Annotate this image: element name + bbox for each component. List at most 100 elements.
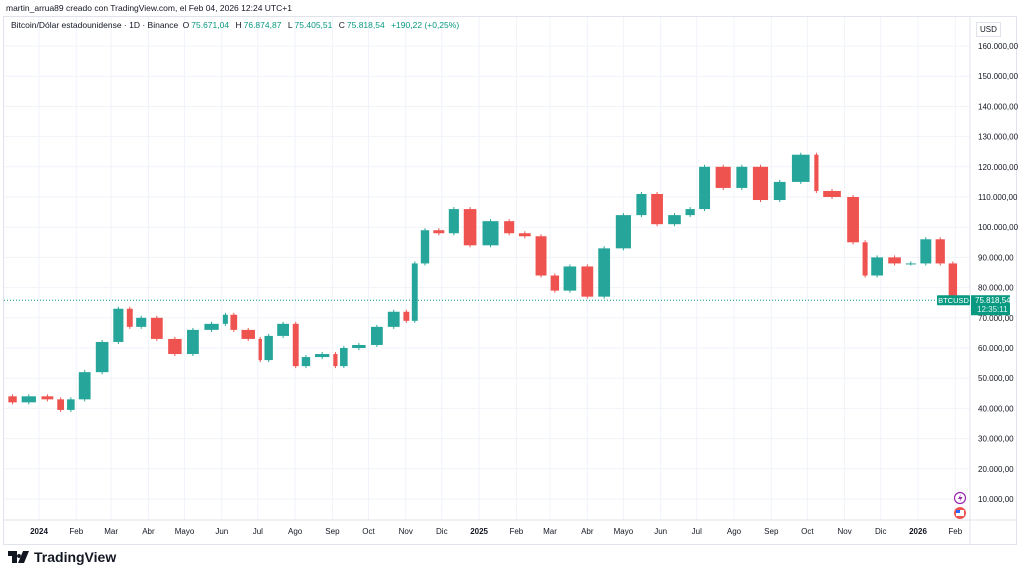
candle — [948, 263, 958, 301]
ohlc-legend: Bitcoin/Dólar estadounidense · 1D · Bina… — [11, 20, 461, 30]
candle — [685, 209, 695, 216]
y-tick-label: 30.000,00 — [978, 435, 1014, 444]
x-tick-label: Mayo — [175, 527, 195, 536]
y-tick-label: 110.000,00 — [978, 193, 1018, 202]
candle — [615, 215, 631, 249]
last-price-label: 75.818,54 — [975, 296, 1011, 305]
candle — [518, 233, 531, 237]
y-tick-label: 150.000,00 — [978, 72, 1019, 81]
x-tick-label: Oct — [801, 527, 814, 536]
open-value: 75.671,04 — [191, 20, 230, 30]
low-label: L — [287, 20, 293, 30]
low-value: 75.405,51 — [294, 20, 333, 30]
x-tick-label: 2024 — [30, 527, 48, 536]
candle — [370, 326, 383, 345]
y-tick-label: 40.000,00 — [978, 404, 1014, 413]
close-value: 75.818,54 — [346, 20, 385, 30]
candle — [905, 263, 916, 265]
candle — [715, 166, 731, 188]
candle — [352, 344, 366, 348]
y-tick-label: 130.000,00 — [978, 133, 1019, 142]
x-tick-label: Dic — [875, 527, 887, 536]
candle — [241, 329, 255, 339]
candle — [862, 242, 868, 276]
x-tick-label: Nov — [838, 527, 852, 536]
y-tick-label: 50.000,00 — [978, 374, 1014, 383]
candle — [126, 308, 133, 327]
ticker-label: BTCUSD — [938, 296, 969, 305]
candle — [150, 317, 163, 339]
y-tick-label: 100.000,00 — [978, 223, 1019, 232]
candle — [301, 357, 311, 367]
candle — [8, 396, 17, 403]
candle — [504, 221, 515, 234]
currency-button[interactable]: USD — [976, 22, 1001, 37]
candle — [814, 154, 819, 191]
x-tick-label: Jun — [654, 527, 667, 536]
chart-frame — [3, 16, 1017, 545]
candle — [651, 193, 663, 225]
x-tick-label: Jul — [692, 527, 702, 536]
ticker-tag — [937, 295, 970, 306]
x-tick-label: Dic — [436, 527, 448, 536]
candle — [736, 166, 748, 188]
candle — [636, 193, 647, 216]
candle — [535, 236, 547, 276]
high-value: 76.874,87 — [243, 20, 282, 30]
x-tick-label: Feb — [948, 527, 962, 536]
y-tick-label: 90.000,00 — [978, 253, 1014, 262]
x-tick-label: Sep — [325, 527, 340, 536]
countdown-label: 12:35:11 — [977, 305, 1008, 314]
candle — [67, 399, 75, 410]
candle — [292, 323, 299, 367]
x-tick-label: Sep — [764, 527, 779, 536]
candle — [315, 354, 330, 358]
candle — [581, 266, 594, 297]
candle — [752, 166, 769, 201]
y-tick-label: 70.000,00 — [978, 314, 1014, 323]
candle — [920, 239, 932, 264]
candle — [168, 338, 182, 355]
lightning-glyph — [958, 494, 963, 502]
tradingview-logo[interactable]: TradingView — [8, 549, 116, 565]
candle — [668, 215, 681, 225]
y-tick-label: 120.000,00 — [978, 163, 1019, 172]
candle — [57, 399, 65, 410]
candle — [699, 166, 711, 210]
x-tick-label: Nov — [399, 527, 413, 536]
candle — [871, 257, 884, 276]
candle — [41, 396, 54, 400]
y-tick-label: 160.000,00 — [978, 42, 1019, 51]
candle — [277, 323, 289, 336]
candle — [95, 341, 109, 373]
candle — [258, 338, 262, 361]
y-tick-label: 10.000,00 — [978, 495, 1014, 504]
x-tick-label: Abr — [581, 527, 594, 536]
x-tick-label: Mar — [543, 527, 557, 536]
x-tick-label: Jul — [253, 527, 263, 536]
x-tick-label: Feb — [69, 527, 83, 536]
candle — [204, 323, 219, 330]
close-label: C — [338, 20, 345, 30]
candle — [411, 263, 418, 321]
x-tick-label: Mayo — [614, 527, 634, 536]
candle — [773, 181, 786, 201]
candle — [222, 314, 228, 324]
x-tick-label: Abr — [142, 527, 155, 536]
x-tick-label: Mar — [104, 527, 118, 536]
candle — [888, 257, 901, 264]
candle — [791, 154, 810, 182]
candle — [387, 311, 400, 327]
flag-canton — [956, 510, 960, 513]
candle — [340, 348, 348, 367]
last-price-tag — [971, 295, 1010, 316]
candle — [264, 335, 273, 361]
candle — [823, 190, 841, 197]
y-tick-label: 20.000,00 — [978, 465, 1014, 474]
candle — [847, 197, 859, 243]
candle — [21, 396, 36, 403]
candle — [78, 372, 91, 400]
candle — [563, 266, 577, 291]
candle — [136, 317, 147, 327]
